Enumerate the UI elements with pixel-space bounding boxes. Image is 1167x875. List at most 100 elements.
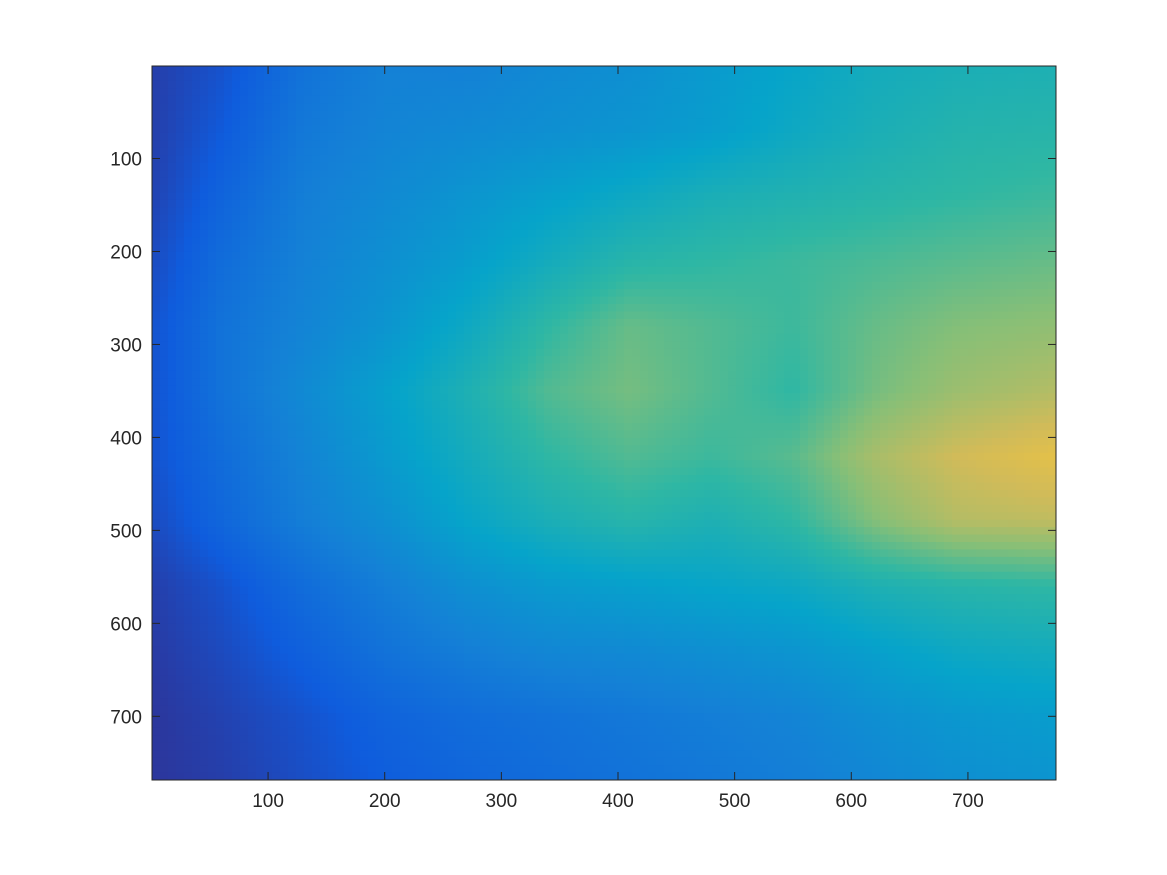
heatmap-cell — [968, 274, 977, 283]
heatmap-cell — [1000, 274, 1009, 283]
heatmap-cell — [640, 363, 649, 372]
heatmap-cell — [168, 177, 177, 186]
heatmap-cell — [832, 140, 841, 149]
heatmap-cell — [280, 185, 289, 194]
heatmap-cell — [632, 326, 641, 335]
heatmap-cell — [936, 341, 945, 350]
heatmap-cell — [576, 385, 585, 394]
heatmap-cell — [544, 177, 553, 186]
heatmap-cell — [192, 378, 201, 387]
heatmap-cell — [792, 385, 801, 394]
heatmap-cell — [448, 177, 457, 186]
heatmap-cell — [624, 132, 633, 141]
heatmap-cell — [840, 170, 849, 179]
heatmap-cell — [448, 147, 457, 156]
heatmap-cell — [512, 80, 521, 89]
heatmap-cell — [744, 73, 753, 82]
heatmap-cell — [976, 66, 985, 75]
heatmap-cell — [768, 73, 777, 82]
heatmap-cell — [608, 185, 617, 194]
heatmap-cell — [656, 177, 665, 186]
heatmap-cell — [1024, 177, 1033, 186]
heatmap-cell — [904, 378, 913, 387]
heatmap-cell — [360, 304, 369, 313]
heatmap-cell — [792, 95, 801, 104]
heatmap-cell — [528, 214, 537, 223]
heatmap-cell — [512, 266, 521, 275]
heatmap-cell — [864, 177, 873, 186]
heatmap-cell — [1024, 162, 1033, 171]
heatmap-cell — [288, 274, 297, 283]
heatmap-cell — [656, 363, 665, 372]
heatmap-cell — [968, 125, 977, 134]
heatmap-cell — [272, 289, 281, 298]
heatmap-cell — [152, 214, 161, 223]
heatmap-cell — [1032, 214, 1041, 223]
heatmap-cell — [608, 110, 617, 119]
heatmap-cell — [752, 385, 761, 394]
heatmap-cell — [712, 289, 721, 298]
heatmap-cell — [240, 289, 249, 298]
heatmap-cell — [928, 199, 937, 208]
heatmap-cell — [904, 385, 913, 394]
heatmap-cell — [456, 237, 465, 246]
heatmap-cell — [664, 385, 673, 394]
heatmap-cell — [816, 162, 825, 171]
heatmap-cell — [864, 318, 873, 327]
heatmap-cell — [456, 289, 465, 298]
heatmap-cell — [776, 66, 785, 75]
heatmap-cell — [488, 118, 497, 127]
heatmap-cell — [712, 370, 721, 379]
heatmap-cell — [336, 281, 345, 290]
heatmap-cell — [624, 281, 633, 290]
heatmap-cell — [464, 155, 473, 164]
heatmap-cell — [576, 207, 585, 216]
heatmap-cell — [744, 341, 753, 350]
heatmap-cell — [632, 95, 641, 104]
heatmap-cell — [512, 296, 521, 305]
heatmap-cell — [832, 348, 841, 357]
heatmap-cell — [800, 326, 809, 335]
heatmap-cell — [968, 304, 977, 313]
heatmap-cell — [512, 125, 521, 134]
heatmap-cell — [800, 125, 809, 134]
heatmap-cell — [440, 259, 449, 268]
heatmap-cell — [840, 66, 849, 75]
heatmap-cell — [584, 140, 593, 149]
heatmap-cell — [1016, 289, 1025, 298]
heatmap-cell — [280, 177, 289, 186]
heatmap-cell — [976, 281, 985, 290]
heatmap-cell — [960, 66, 969, 75]
heatmap-cell — [376, 326, 385, 335]
heatmap-cell — [688, 348, 697, 357]
heatmap-cell — [568, 385, 577, 394]
heatmap-cell — [520, 304, 529, 313]
heatmap-cell — [224, 222, 233, 231]
heatmap-cell — [960, 170, 969, 179]
heatmap-cell — [272, 251, 281, 260]
heatmap-cell — [504, 229, 513, 238]
heatmap-cell — [832, 244, 841, 253]
heatmap-cell — [544, 363, 553, 372]
heatmap-cell — [192, 296, 201, 305]
heatmap-cell — [616, 259, 625, 268]
heatmap-cell — [808, 318, 817, 327]
heatmap-cell — [552, 251, 561, 260]
heatmap-cell — [160, 222, 169, 231]
heatmap-cell — [616, 170, 625, 179]
heatmap-cell — [1016, 185, 1025, 194]
heatmap-cell — [176, 199, 185, 208]
heatmap-cell — [616, 132, 625, 141]
heatmap-cell — [528, 289, 537, 298]
heatmap-cell — [272, 326, 281, 335]
heatmap-cell — [248, 251, 257, 260]
heatmap-cell — [536, 244, 545, 253]
heatmap-cell — [528, 140, 537, 149]
heatmap-cell — [904, 125, 913, 134]
heatmap-cell — [984, 378, 993, 387]
heatmap-cell — [336, 147, 345, 156]
heatmap-cell — [176, 274, 185, 283]
heatmap-cell — [640, 266, 649, 275]
heatmap-cell — [832, 333, 841, 342]
heatmap-cell — [568, 66, 577, 75]
